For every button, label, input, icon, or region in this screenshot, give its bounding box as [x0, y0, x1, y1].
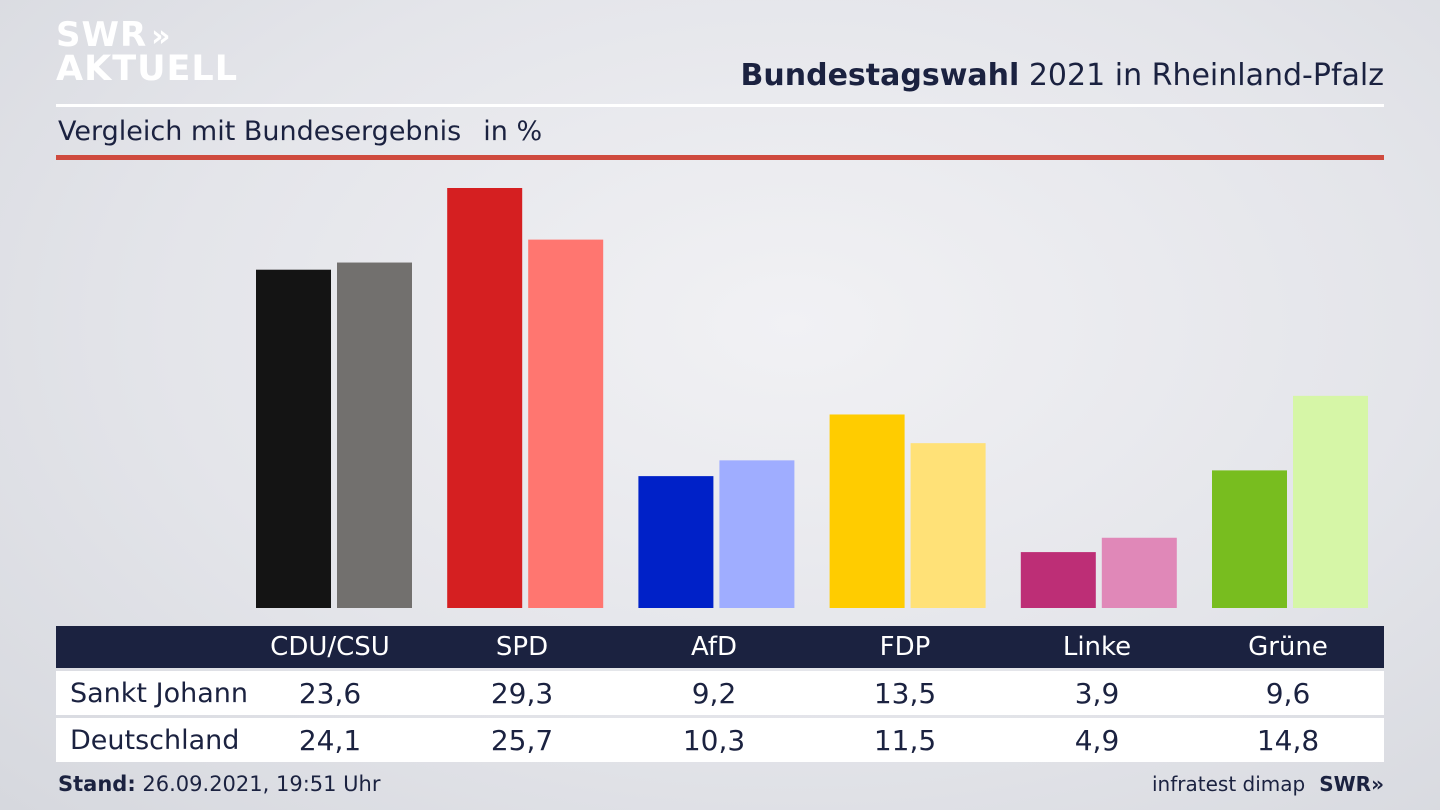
table-cell: 9,6	[1265, 676, 1311, 710]
table-row: Deutschland 24,1 25,7 10,3 11,5 4,9 14,8	[56, 718, 1384, 762]
bar-linke-national	[1101, 537, 1177, 608]
column-header: CDU/CSU	[270, 632, 390, 662]
accent-rule	[56, 155, 1384, 160]
subtitle-text: Vergleich mit Bundesergebnis	[58, 116, 462, 147]
table-cell: 10,3	[682, 723, 746, 757]
logo-aktuell-text: AKTUELL	[56, 49, 239, 89]
bar-cducsu-national	[337, 262, 412, 608]
row-label: Deutschland	[70, 724, 240, 756]
bar-afd-national	[719, 460, 795, 608]
table-cell: 14,8	[1256, 723, 1320, 757]
page-title: Bundestagswahl 2021 in Rheinland-Pfalz	[741, 58, 1384, 93]
row-label: Sankt Johann	[70, 677, 248, 709]
column-header: Linke	[1062, 632, 1132, 662]
table-cell: 23,6	[298, 676, 362, 710]
title-bold: Bundestagswahl	[740, 58, 1020, 93]
bar-spd-national	[528, 239, 604, 608]
swr-small-logo: SWR»	[1319, 772, 1384, 796]
bar-grne-local	[1212, 470, 1287, 608]
column-header: Grüne	[1248, 632, 1328, 662]
bar-spd-local	[447, 188, 523, 608]
table-cell: 9,2	[691, 676, 737, 710]
source-credit: infratest dimap SWR»	[1152, 772, 1384, 796]
bar-fdp-local	[829, 414, 905, 608]
column-header: FDP	[879, 632, 931, 662]
bar-fdp-national	[910, 443, 986, 608]
bar-afd-local	[638, 476, 714, 608]
chart-subtitle: Vergleich mit Bundesergebnis in %	[58, 116, 542, 147]
bar-cducsu-local	[256, 269, 331, 608]
table-cell: 29,3	[490, 676, 554, 710]
bar-grne-national	[1293, 395, 1368, 608]
bar-chart	[256, 188, 1368, 608]
column-header: AfD	[690, 632, 738, 662]
table-header-row: CDU/CSU SPD AfD FDP Linke Grüne	[56, 626, 1384, 668]
table-cell: 4,9	[1074, 723, 1120, 757]
title-rest: 2021 in Rheinland-Pfalz	[1019, 58, 1384, 93]
table-cell: 25,7	[490, 723, 554, 757]
source-text: infratest dimap	[1152, 772, 1306, 796]
results-table: CDU/CSU SPD AfD FDP Linke Grüne Sankt Johann 2…	[56, 626, 1384, 762]
unit-label: in %	[483, 116, 543, 147]
table-cell: 11,5	[873, 723, 937, 757]
header-divider	[56, 104, 1384, 107]
table-row: Sankt Johann 23,6 29,3 9,2 13,5 3,9 9,6	[56, 671, 1384, 715]
stand-value: 26.09.2021, 19:51 Uhr	[135, 772, 381, 796]
bar-linke-local	[1020, 552, 1096, 608]
timestamp: Stand: 26.09.2021, 19:51 Uhr	[58, 772, 381, 796]
table-cell: 13,5	[873, 676, 937, 710]
table-cell: 24,1	[298, 723, 362, 757]
table-cell: 3,9	[1074, 676, 1120, 710]
swr-aktuell-logo: SWR» AKTUELL	[56, 18, 238, 87]
logo-swr-text: SWR	[56, 15, 148, 55]
stand-label: Stand:	[58, 772, 136, 796]
column-header: SPD	[495, 632, 549, 662]
